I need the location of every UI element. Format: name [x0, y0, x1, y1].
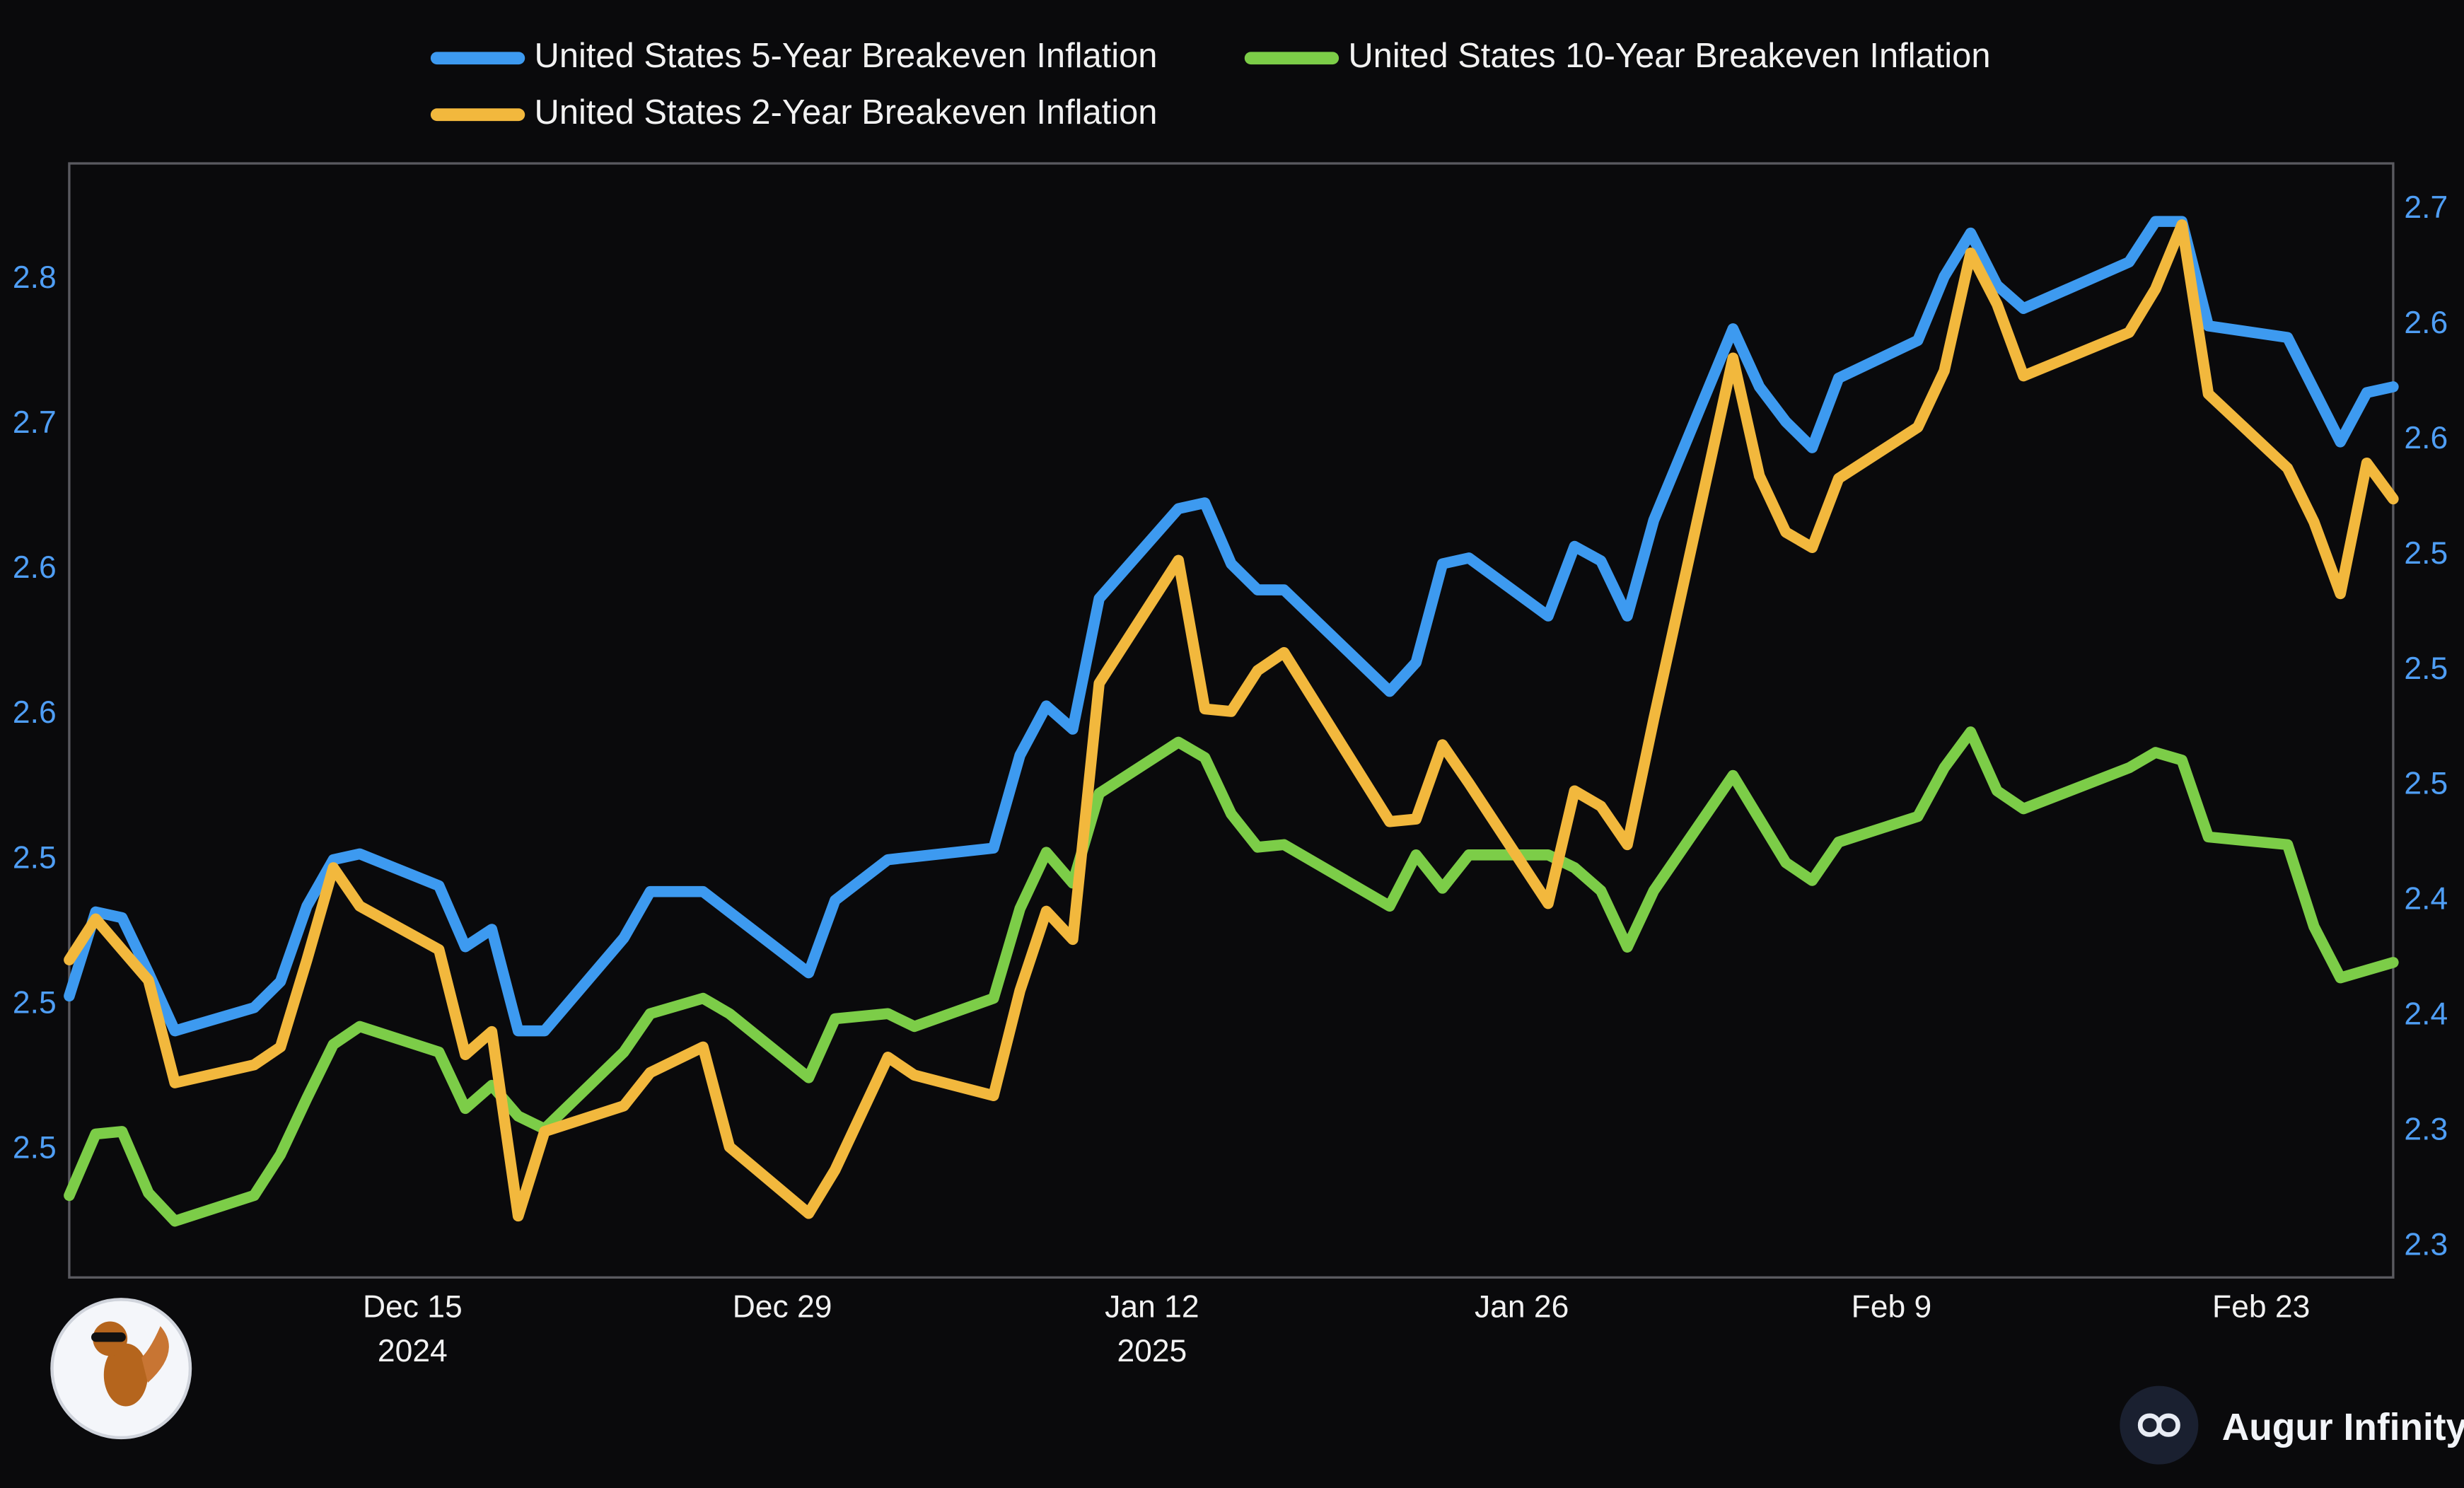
y2-tick-label: 2.5	[2404, 536, 2448, 571]
x-tick-label-line: Feb 9	[1852, 1289, 1932, 1324]
avatar	[50, 1298, 192, 1440]
y2-tick-label: 2.4	[2404, 882, 2448, 917]
x-tick-label: Jan 26	[1475, 1289, 1569, 1324]
y2-tick-label: 2.5	[2404, 651, 2448, 686]
x-tick-label: Dec 15 2024	[363, 1289, 463, 1368]
legend-label: United States 10-Year Breakeven Inflatio…	[1348, 37, 1990, 75]
y-tick-label: 2.6	[13, 550, 57, 585]
x-tick-label-line: Feb 23	[2212, 1289, 2310, 1324]
x-tick-label-line: Dec 29	[733, 1289, 832, 1324]
y2-tick-label: 2.3	[2404, 1112, 2448, 1147]
y2-tick-label: 2.3	[2404, 1228, 2448, 1262]
y2-tick-label: 2.7	[2404, 190, 2448, 225]
y-tick-label: 2.5	[13, 985, 57, 1020]
plot-frame	[68, 162, 2395, 1279]
x-tick-label-line: 2025	[1117, 1334, 1187, 1368]
watermark-logo	[2120, 1385, 2199, 1465]
y2-tick-label: 2.4	[2404, 997, 2448, 1032]
x-tick-label-line: 2024	[378, 1334, 448, 1368]
y2-tick-label: 2.5	[2404, 767, 2448, 801]
y2-tick-label: 2.6	[2404, 421, 2448, 455]
x-tick-label: Feb 9	[1852, 1289, 1932, 1324]
y2-tick-label: 2.6	[2404, 306, 2448, 340]
series-line	[64, 726, 2399, 1227]
x-tick-label-line: Jan 12	[1105, 1289, 1199, 1324]
x-tick-label: Jan 12 2025	[1105, 1289, 1199, 1368]
legend-label: United States 2-Year Breakeven Inflation	[535, 93, 1158, 132]
y-tick-label: 2.6	[13, 695, 57, 730]
x-tick-label: Dec 29	[733, 1289, 832, 1324]
y-tick-label: 2.5	[13, 840, 57, 875]
legend-label: United States 5-Year Breakeven Inflation	[535, 37, 1158, 75]
watermark: Augur Infinity	[2222, 1407, 2464, 1448]
series-line	[64, 216, 2399, 1037]
y-tick-label: 2.7	[13, 405, 57, 440]
y-tick-label: 2.8	[13, 260, 57, 295]
x-tick-label: Feb 23	[2212, 1289, 2310, 1324]
x-tick-label-line: Jan 26	[1475, 1289, 1569, 1324]
series-line	[64, 219, 2399, 1222]
x-tick-label-line: Dec 15	[363, 1289, 463, 1324]
y-tick-label: 2.5	[13, 1131, 57, 1166]
